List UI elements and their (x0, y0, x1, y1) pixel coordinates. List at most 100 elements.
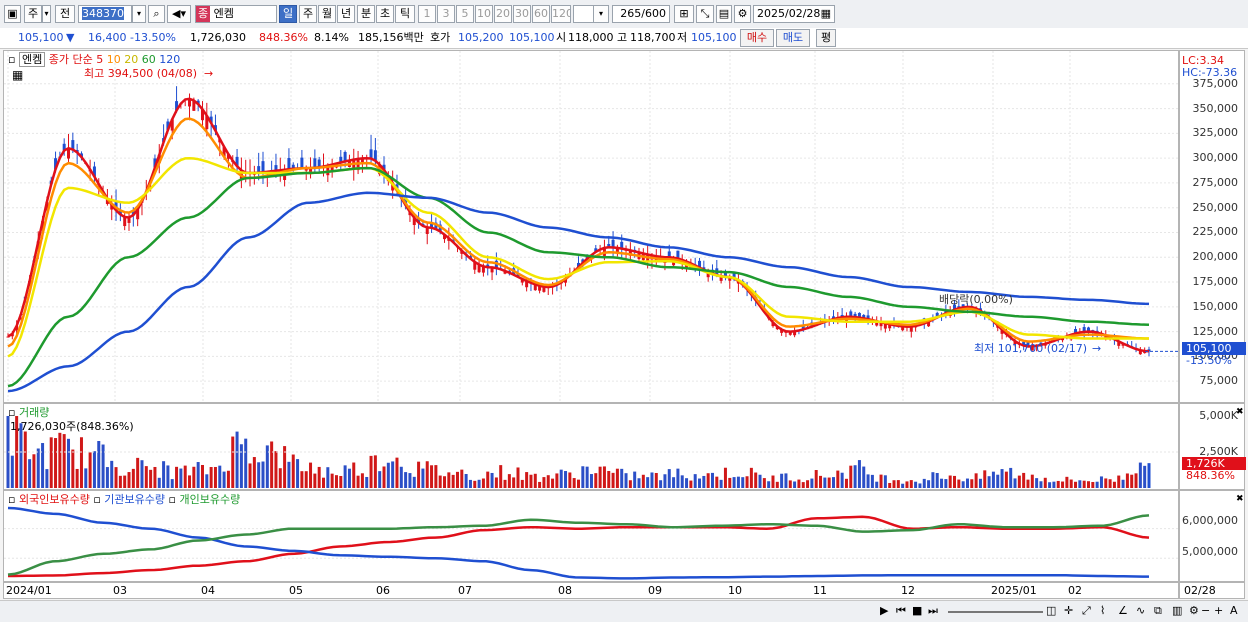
crosshair-icon[interactable]: ✛ (1064, 604, 1074, 617)
speaker-icon[interactable]: ◀▾ (167, 5, 191, 23)
holding-axis-5m: 5,000,000 (1182, 545, 1238, 558)
volume-pane[interactable]: ▫ 거래량 1,726,030주(848.36%) (3, 403, 1179, 490)
volume-bar (715, 476, 719, 488)
period-tick[interactable]: 틱 (395, 5, 415, 23)
candle-body (888, 324, 892, 329)
holding-pane-close-icon[interactable]: ✖ (1236, 494, 1244, 504)
interval-120[interactable]: 120 (551, 5, 571, 23)
draw-tool-icon[interactable]: ⤡ (696, 5, 714, 23)
candle-body (166, 121, 170, 131)
zoom-box-icon[interactable]: ◫ (1046, 604, 1057, 617)
period-month[interactable]: 월 (318, 5, 336, 23)
window-icon[interactable]: ▣ (4, 5, 21, 23)
mode-dropdown-icon[interactable]: ▾ (42, 5, 51, 23)
volume-bar (460, 469, 464, 488)
calendar-icon[interactable]: ▦ (820, 7, 831, 20)
stock-code-input[interactable]: 348370 (78, 5, 132, 23)
interval-10[interactable]: 10 (475, 5, 493, 23)
period-day[interactable]: 일 (279, 5, 297, 23)
volume-bar (36, 448, 40, 488)
zoom-in-icon[interactable]: + (1214, 604, 1224, 617)
candle-body (123, 216, 127, 227)
scroll-right-icon[interactable]: ▶ (880, 604, 889, 617)
data-count-field[interactable]: 265/600 (612, 5, 670, 23)
forward-icon[interactable]: ⏭ (928, 604, 938, 617)
volume-bar (75, 468, 79, 488)
price-pane[interactable]: ▫ 엔켐 종가 단순 5 10 20 60 120 ▦ 최고 394,500 (… (3, 50, 1179, 403)
data-count: 265 (620, 7, 642, 20)
volume-menu-icon[interactable]: ▫ (8, 406, 16, 419)
interval-30[interactable]: 30 (513, 5, 531, 23)
copy-icon[interactable]: ⧉ (1154, 604, 1162, 617)
volume-bar (1078, 480, 1082, 488)
candle-body (620, 241, 624, 249)
volume-bar (41, 443, 45, 488)
sell-button[interactable]: 매도 (776, 29, 810, 47)
candle-body (698, 260, 702, 268)
volume-bar (797, 479, 801, 488)
text-size-icon[interactable]: A (1230, 604, 1238, 617)
volume-bar (114, 467, 118, 488)
volume-bar (235, 431, 239, 488)
trend-tool-icon[interactable]: ⤢ (1082, 604, 1091, 617)
code-dropdown-icon[interactable]: ▾ (132, 5, 146, 23)
volume-pane-close-icon[interactable]: ✖ (1236, 407, 1244, 417)
pane-menu-icon[interactable]: ▫ (8, 53, 16, 66)
angle-tool-icon[interactable]: ∠ (1118, 604, 1128, 617)
volume-bar (944, 479, 948, 488)
buy-button[interactable]: 매수 (740, 29, 774, 47)
gear-icon[interactable]: ⚙ (734, 5, 751, 23)
grid-toggle-icon[interactable]: ▦ (12, 68, 24, 82)
interval-60[interactable]: 60 (532, 5, 550, 23)
holding-pane[interactable]: ▫ 외국인보유수량 ▫ 기관보유수량 ▫ 개인보유수량 (3, 490, 1179, 582)
volume-bar (983, 470, 987, 488)
zoom-out-icon[interactable]: − (1201, 604, 1211, 617)
volume-bar (360, 473, 364, 488)
interval-5[interactable]: 5 (456, 5, 474, 23)
x-axis-label: 06 (376, 584, 390, 597)
open-price: 118,000 (568, 31, 614, 44)
volume-bar (1082, 480, 1086, 488)
price-axis-tick: 250,000 (1192, 200, 1239, 214)
interval-1[interactable]: 1 (418, 5, 436, 23)
volume-bar (883, 475, 887, 488)
average-button[interactable]: 평 (816, 29, 836, 47)
candle-body (477, 264, 481, 273)
chart-tool-icon[interactable]: ⊞ (674, 5, 694, 23)
holding-menu-icon[interactable]: ▫ (8, 493, 16, 506)
change-arrow-icon: ▼ (66, 31, 75, 44)
layout-icon[interactable]: ▥ (1172, 604, 1183, 617)
mode-button-2[interactable]: 전 (55, 5, 75, 23)
volume-bar (996, 474, 1000, 488)
period-second[interactable]: 초 (376, 5, 394, 23)
period-minute[interactable]: 분 (357, 5, 375, 23)
fib-tool-icon[interactable]: ⌇ (1100, 604, 1106, 617)
candle-body (274, 165, 278, 171)
stop-icon[interactable]: ■ (912, 604, 923, 617)
save-icon[interactable]: ▤ (716, 5, 732, 23)
volume-bar (672, 477, 676, 488)
volume-bar (1000, 469, 1004, 488)
date-field[interactable]: 2025/02/28 ▦ (753, 5, 835, 23)
settings-small-icon[interactable]: ⚙ (1189, 604, 1199, 617)
period-week[interactable]: 주 (299, 5, 317, 23)
volume-bar (399, 466, 403, 488)
candle-body (188, 98, 192, 107)
volume-bar (555, 473, 559, 488)
wave-tool-icon[interactable]: ∿ (1136, 604, 1146, 617)
interval-3[interactable]: 3 (437, 5, 455, 23)
mode-button-1[interactable]: 주 (24, 5, 42, 23)
stock-name-field[interactable]: 종 엔켐 (195, 5, 277, 23)
candle-body (1022, 341, 1026, 346)
search-icon[interactable]: ⌕ (148, 5, 165, 23)
interval-20[interactable]: 20 (494, 5, 512, 23)
interval-dropdown-icon[interactable]: ▾ (593, 5, 609, 23)
volume-bar (788, 480, 792, 488)
period-year[interactable]: 년 (337, 5, 355, 23)
candle-body (503, 270, 507, 274)
volume-bar (261, 461, 265, 488)
rewind-icon[interactable]: ⏮ (896, 604, 906, 617)
candle-body (443, 234, 447, 240)
candle-body (213, 125, 217, 131)
zoom-slider[interactable] (948, 611, 1043, 613)
